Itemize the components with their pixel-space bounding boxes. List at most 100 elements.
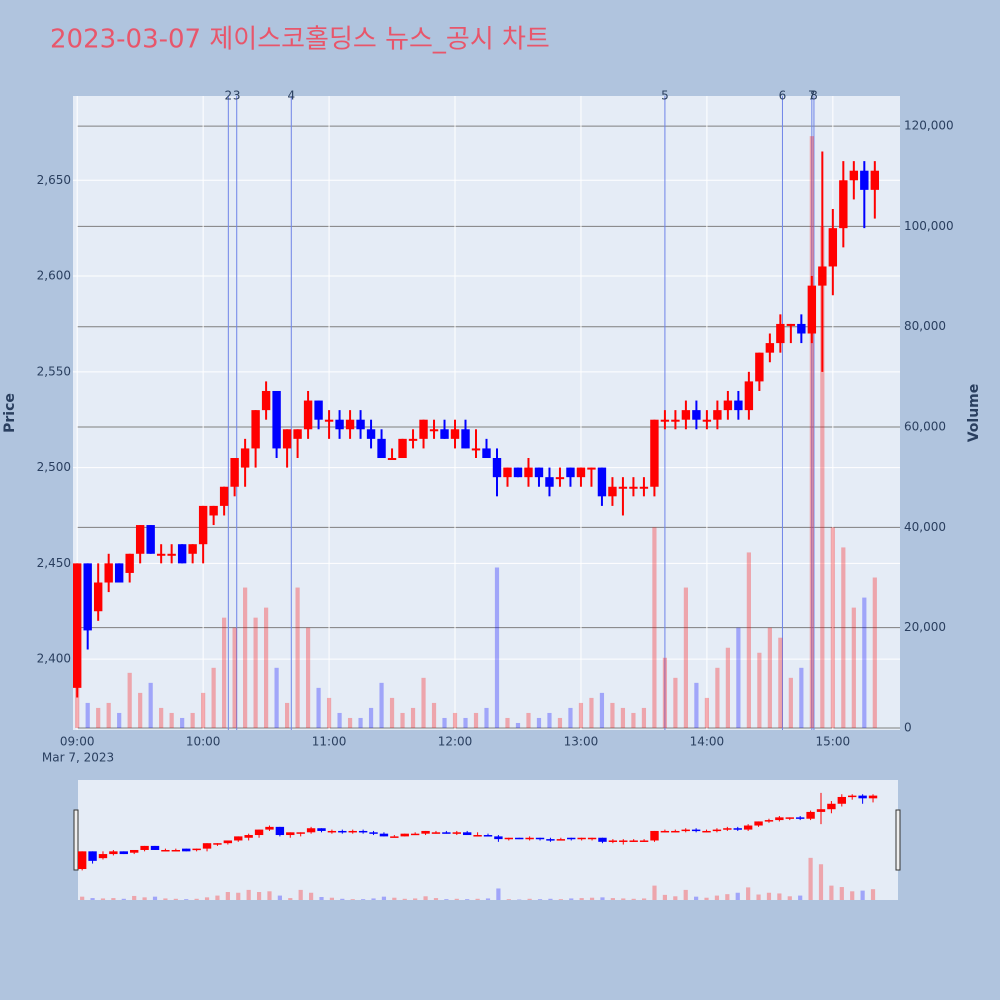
volume-bar bbox=[505, 717, 510, 728]
event-label: 3 bbox=[233, 89, 241, 103]
slider-volume-bar bbox=[371, 898, 376, 900]
slider-volume-bar bbox=[298, 889, 303, 900]
volume-bar bbox=[767, 627, 772, 728]
candle-body bbox=[681, 410, 691, 420]
slider-volume-bar bbox=[558, 899, 563, 900]
slider-candle-body bbox=[483, 835, 493, 837]
candle-body bbox=[282, 429, 292, 449]
slider-volume-bar bbox=[142, 897, 147, 900]
slider-candle-body bbox=[671, 830, 680, 833]
candle-body bbox=[503, 467, 512, 478]
range-slider bbox=[78, 780, 898, 900]
slider-volume-bar bbox=[818, 864, 824, 900]
volume-bar bbox=[274, 667, 279, 728]
candle-body bbox=[440, 429, 449, 439]
slider-candle-body bbox=[379, 833, 389, 837]
slider-volume-bar bbox=[100, 898, 106, 900]
slider-candle-body bbox=[743, 825, 753, 830]
slider-candle-body bbox=[109, 851, 118, 855]
volume-bar bbox=[536, 717, 542, 728]
slider-candle-body bbox=[629, 840, 638, 842]
slider-volume-bar bbox=[173, 898, 178, 900]
volume-bar bbox=[610, 702, 615, 728]
slider-candle-body bbox=[119, 851, 128, 855]
volume-bar bbox=[494, 567, 500, 728]
volume-bar bbox=[736, 627, 741, 728]
slider-volume-bar bbox=[215, 895, 220, 900]
candle-body bbox=[188, 544, 197, 554]
slider-volume-bar bbox=[350, 899, 355, 900]
volume-bar bbox=[180, 717, 185, 728]
slider-volume-bar bbox=[184, 899, 189, 900]
slider-volume-bar bbox=[111, 898, 116, 900]
slider-volume-bar bbox=[621, 898, 626, 900]
volume-bar bbox=[683, 587, 689, 728]
y2-tick-label: 120,000 bbox=[904, 119, 954, 133]
candle-body bbox=[135, 525, 145, 554]
chart-title: 2023-03-07 제이스코홀딩스 뉴스_공시 차트 bbox=[50, 25, 550, 55]
slider-candle-body bbox=[327, 830, 337, 833]
slider-volume-bar bbox=[423, 896, 428, 900]
volume-bar bbox=[515, 722, 521, 728]
candle-body bbox=[156, 553, 166, 556]
candle-body bbox=[377, 438, 386, 459]
slider-volume-bar bbox=[870, 889, 876, 900]
volume-bar bbox=[809, 136, 814, 728]
slider-candle-body bbox=[556, 839, 566, 841]
event-label: 4 bbox=[287, 89, 295, 103]
slider-candle-body bbox=[390, 836, 399, 838]
slider-candle-body bbox=[410, 833, 420, 836]
candle-body bbox=[545, 477, 554, 487]
candle-body bbox=[366, 429, 376, 439]
slider-candle-body bbox=[858, 795, 867, 799]
volume-bar bbox=[788, 677, 793, 728]
volume-bar bbox=[337, 712, 342, 728]
slider-volume-bar bbox=[121, 898, 126, 900]
y2-tick-label: 60,000 bbox=[904, 420, 946, 434]
volume-bar bbox=[159, 707, 164, 728]
slider-candle-body bbox=[691, 829, 701, 832]
y2-tick-label: 20,000 bbox=[904, 620, 946, 634]
volume-bar bbox=[347, 717, 353, 728]
slider-candle-body bbox=[837, 796, 847, 804]
candle-body bbox=[576, 467, 586, 478]
slider-volume-bar bbox=[683, 889, 688, 900]
slider-volume-bar bbox=[548, 898, 553, 900]
candle-body bbox=[125, 553, 134, 573]
candle-body bbox=[408, 438, 418, 441]
slider-handle[interactable] bbox=[895, 809, 901, 871]
slider-candle-body bbox=[150, 845, 160, 850]
y-tick-label: 2,600 bbox=[37, 269, 71, 283]
slider-handle[interactable] bbox=[73, 809, 79, 871]
volume-bar bbox=[662, 657, 668, 728]
volume-bar bbox=[568, 707, 573, 728]
slider-candle-body bbox=[848, 795, 857, 798]
slider-volume-bar bbox=[694, 896, 699, 900]
slider-volume-bar bbox=[610, 898, 615, 900]
slider-volume-bar bbox=[589, 897, 595, 900]
slider-volume-bar bbox=[600, 897, 605, 900]
slider-candle-body bbox=[182, 848, 191, 852]
slider-candle-body bbox=[816, 809, 826, 812]
slider-candle-body bbox=[723, 828, 732, 830]
slider-candle-body bbox=[275, 826, 285, 836]
slider-candle-body bbox=[338, 830, 347, 833]
candle-body bbox=[587, 467, 596, 470]
slider-volume-bar bbox=[433, 898, 439, 900]
volume-bar bbox=[421, 677, 426, 728]
volume-bar bbox=[284, 702, 290, 728]
slider-volume-bar bbox=[288, 898, 293, 900]
slider-volume-bar bbox=[256, 892, 262, 900]
slider-volume-bar bbox=[204, 897, 210, 900]
volume-bar bbox=[211, 667, 216, 728]
x-tick-label: 09:00 bbox=[60, 735, 95, 749]
slider-volume-bar bbox=[132, 895, 137, 900]
candle-body bbox=[797, 323, 806, 334]
slider-volume-bar bbox=[735, 892, 740, 900]
candle-body bbox=[618, 486, 628, 489]
slider-candle-body bbox=[254, 829, 264, 836]
slider-volume-bar bbox=[194, 898, 199, 900]
slider-volume-bar bbox=[361, 899, 366, 900]
y-axis-title: Price bbox=[2, 393, 18, 433]
event-label: 6 bbox=[779, 89, 787, 103]
